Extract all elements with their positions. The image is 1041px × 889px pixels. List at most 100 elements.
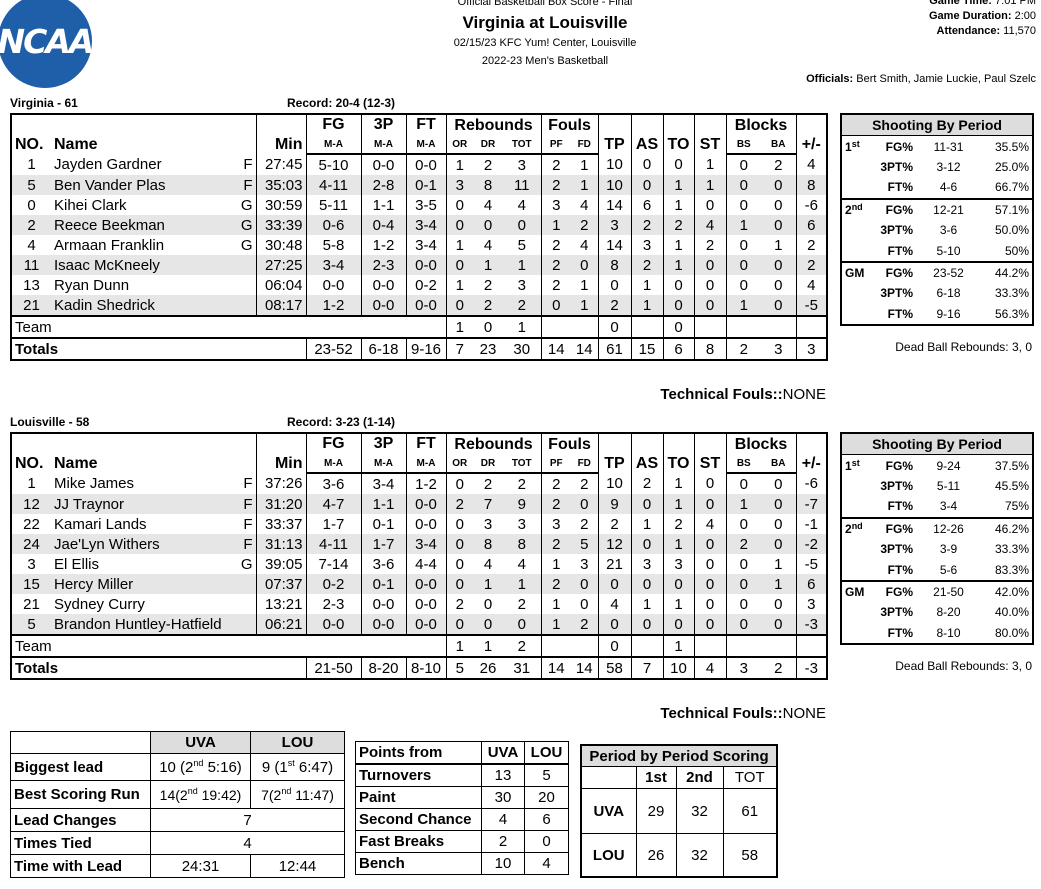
game-info: Game Duration: 2:00 bbox=[929, 10, 1036, 22]
stat-cell: 3 bbox=[795, 594, 828, 614]
shooting-title-row: Shooting By Period bbox=[841, 433, 1034, 456]
stat-cell: 4 bbox=[580, 236, 589, 254]
shots-made: 5-11 bbox=[936, 478, 961, 493]
player-row: 21 Sydney Curry 13:21 2-3 0-0 0-0 2 0 2 1 0 4 1 1 0 0 0 3 bbox=[10, 594, 828, 614]
stat-cell: 1 bbox=[445, 315, 473, 338]
shooting-table: Shooting By Period 1st FG% 11-31 35.5% 3PT% 3-… bbox=[840, 113, 1035, 326]
column-header: Rebounds bbox=[445, 114, 541, 135]
shooting-row: 2nd FG% 12-26 46.2% bbox=[841, 516, 1034, 539]
blank bbox=[11, 732, 151, 754]
player-cell: Ben Vander Plas F bbox=[51, 175, 256, 195]
stat-cell: 5 bbox=[517, 236, 526, 254]
stat-cell: 4-4 bbox=[405, 554, 446, 574]
period-label: 2nd bbox=[841, 197, 871, 220]
stat-cell: 8 bbox=[473, 534, 503, 554]
stat-cell: 3 bbox=[540, 514, 571, 534]
stat-cell: 1 bbox=[571, 295, 599, 316]
stat-cell: 0-0 bbox=[305, 614, 361, 635]
period-label bbox=[841, 476, 871, 496]
stat-cell: 0-0 bbox=[405, 574, 446, 594]
player-cell: Kihei Clark G bbox=[51, 195, 256, 215]
column-header: FT bbox=[405, 114, 446, 135]
total-cell: 23-52 bbox=[305, 337, 361, 360]
stat-cell: 1 bbox=[540, 594, 571, 614]
stat-cell: 2 bbox=[540, 175, 571, 195]
stat-cell bbox=[693, 634, 727, 657]
period-label: GM bbox=[841, 579, 871, 603]
stat-cell: 8 bbox=[795, 175, 828, 195]
stat-cell: 08:17 bbox=[255, 295, 306, 316]
points-value: 6 bbox=[524, 808, 569, 831]
stat-cell: 1-1 bbox=[360, 195, 406, 215]
stat-cell: 4 bbox=[693, 215, 727, 235]
shot-pct: 40.0% bbox=[994, 605, 1030, 620]
subheader-row: M-A M-A M-A OR DR TOT PF FD BS BA bbox=[11, 135, 827, 155]
technical-fouls-value: NONE bbox=[782, 705, 826, 722]
stat-value: 12:44 bbox=[250, 854, 345, 878]
stat-cell: 0 bbox=[693, 275, 727, 295]
shot-pct: 66.7% bbox=[994, 180, 1030, 195]
player-row: 2 Reece Beekman G 33:39 0-6 0-4 3-4 0 0 0 1 2 3 2 2 4 1 0… bbox=[10, 215, 828, 235]
stat-cell: 1 bbox=[774, 555, 783, 573]
points-row: Turnovers 13 5 bbox=[355, 763, 569, 787]
stat-cell: 2 bbox=[571, 614, 599, 635]
stat-row: Best Scoring Run 14(2nd 19:42) 7(2nd 11:47… bbox=[10, 780, 345, 809]
shot-type: FT% bbox=[887, 243, 913, 258]
shot-type: FG% bbox=[871, 579, 916, 603]
stat-cell: 0-0 bbox=[405, 494, 446, 514]
stat-cell: 1 bbox=[662, 534, 695, 554]
stat-cell: 8 bbox=[473, 175, 503, 195]
column-subheader: BA bbox=[761, 135, 797, 155]
title: Virginia at Louisville bbox=[462, 13, 628, 32]
stat-cell: 0 bbox=[580, 595, 589, 613]
points-value: 0 bbox=[524, 830, 569, 853]
stat-cell: 4 bbox=[597, 594, 632, 614]
column-subheader: DR bbox=[473, 454, 503, 474]
stat-cell: 2 bbox=[540, 473, 571, 494]
row-label: Best Scoring Run bbox=[10, 780, 151, 809]
shooting-row: 3PT% 6-18 33.3% bbox=[841, 283, 1033, 303]
player-number: 11 bbox=[10, 255, 51, 275]
column-subheader: FD bbox=[571, 135, 599, 155]
stat-cell: 2 bbox=[540, 255, 571, 275]
period-label: GM bbox=[841, 260, 871, 284]
stat-cell: -6 bbox=[795, 195, 828, 215]
stat-cell: 0 bbox=[630, 534, 664, 554]
period-label bbox=[841, 304, 871, 325]
officials: Officials: Bert Smith, Jamie Luckie, Pau… bbox=[806, 73, 1036, 85]
totals-label: Totals bbox=[10, 656, 306, 679]
period-score: 26 bbox=[635, 833, 677, 878]
period-label: 2nd bbox=[841, 516, 871, 539]
technical-fouls-label: Technical Fouls:: bbox=[660, 386, 783, 403]
stat-cell: 2 bbox=[630, 215, 664, 235]
ncaa-logo: NCAA bbox=[0, 0, 94, 88]
player-position: G bbox=[240, 216, 253, 234]
stat-cell: 0 bbox=[630, 494, 664, 514]
player-cell: Armaan Franklin G bbox=[51, 235, 256, 255]
technical-fouls: Technical Fouls::NONE bbox=[660, 705, 826, 722]
stat-cell: 2 bbox=[517, 595, 526, 613]
column-header: AS bbox=[630, 114, 664, 154]
stat-cell: 3 bbox=[540, 195, 571, 215]
team-label: LOU bbox=[580, 833, 637, 878]
stat-cell: 0-6 bbox=[305, 215, 361, 235]
stat-cell: 0-0 bbox=[360, 275, 406, 295]
shot-pct: 56.3% bbox=[994, 306, 1030, 321]
stat-cell: 31:20 bbox=[255, 494, 306, 514]
player-row: 1 Mike James F 37:26 3-6 3-4 1-2 0 2 2 2 2 10 2 1 0 0 0 -6 bbox=[10, 473, 828, 494]
stat-cell: 0 bbox=[774, 475, 783, 493]
total-cell: 6-18 bbox=[360, 337, 406, 360]
stat-cell: 0 bbox=[630, 175, 664, 195]
shots-made: 12-26 bbox=[916, 516, 981, 539]
stat-cell: 0 bbox=[503, 215, 541, 235]
stat-cell: 1 bbox=[662, 195, 695, 215]
stat-cell: 06:04 bbox=[255, 275, 306, 295]
column-header: TO bbox=[662, 114, 695, 154]
totals-row: Totals 23-52 6-18 9-16 7 23 30 14 14 61 15 6 8 2 3 3 bbox=[10, 337, 828, 360]
stat-cell: 7-14 bbox=[305, 554, 361, 574]
stat-cell: -2 bbox=[795, 534, 828, 554]
game-info: Attendance: 11,570 bbox=[937, 25, 1036, 37]
shot-type: FT% bbox=[887, 499, 913, 514]
stat-cell: 0 bbox=[725, 154, 762, 175]
stat-cell bbox=[795, 315, 828, 338]
